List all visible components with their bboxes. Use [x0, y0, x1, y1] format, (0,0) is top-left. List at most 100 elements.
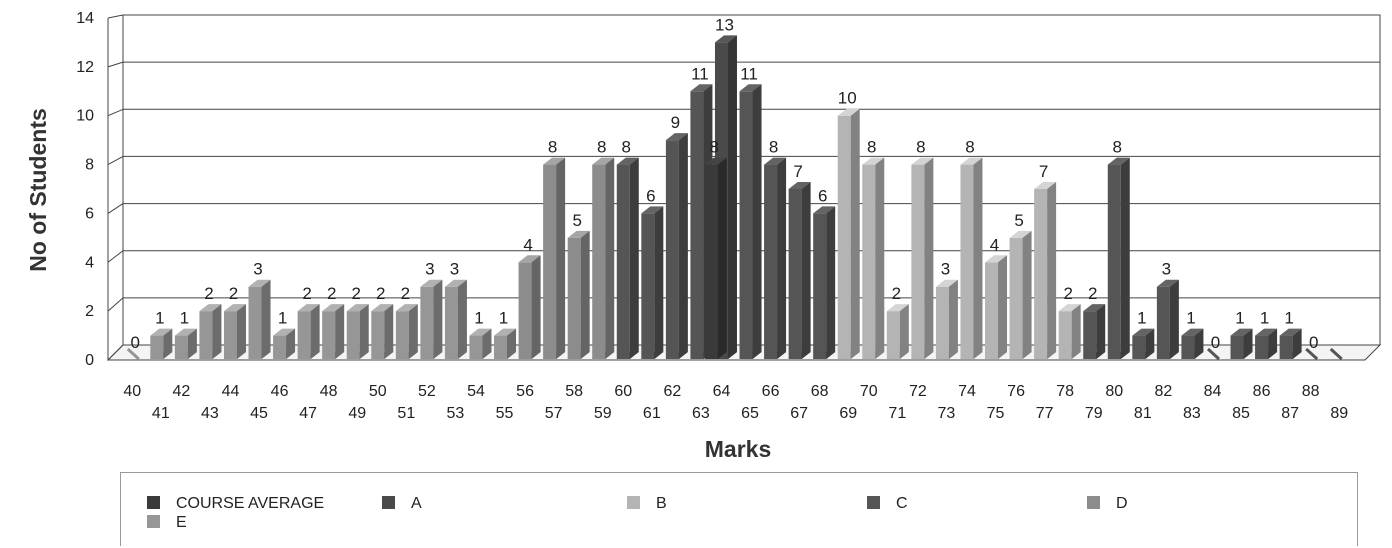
legend-swatch [147, 515, 160, 528]
gridline-diagonal [107, 61, 124, 68]
data-label: 8 [916, 138, 925, 157]
x-tick-label: 43 [201, 405, 219, 422]
bar-57-top [543, 157, 566, 165]
bar-42 [174, 335, 188, 359]
bar-85 [1230, 335, 1244, 359]
bar-42-side [187, 328, 197, 359]
bar-71-side [899, 304, 909, 359]
bar-53-side [457, 279, 467, 359]
x-tick-label: 61 [643, 405, 661, 422]
bar-84 [1206, 347, 1220, 361]
data-label: 7 [793, 162, 802, 181]
bar-54-top [469, 328, 492, 336]
legend-swatch [382, 496, 395, 509]
bar-74 [960, 164, 974, 359]
bar-53-top [444, 279, 467, 287]
x-tick-label: 83 [1183, 405, 1201, 422]
legend-item: C [867, 495, 908, 513]
bar-70 [862, 164, 876, 359]
bar-83 [1181, 335, 1195, 359]
bar-extra [704, 164, 718, 359]
bar-54 [469, 335, 483, 359]
bar-41-side [163, 328, 173, 359]
data-label: 4 [990, 235, 999, 254]
bar-89 [1329, 347, 1343, 361]
x-tick-label: 62 [663, 383, 681, 400]
bar-41-top [150, 328, 173, 336]
bar-64-top [714, 35, 737, 43]
legend-item: COURSE AVERAGE [147, 495, 324, 513]
bar-57-side [556, 157, 566, 359]
bar-44 [223, 311, 237, 359]
data-label: 2 [229, 284, 238, 303]
data-label: 11 [740, 64, 758, 83]
data-label: 3 [253, 260, 262, 279]
y-tick-label: 0 [85, 352, 94, 369]
gridline-diagonal [107, 344, 124, 361]
bar-75 [985, 262, 999, 359]
bar-55-side [507, 328, 517, 359]
bar-66-top [764, 157, 787, 165]
data-label: 1 [499, 309, 508, 328]
x-tick-label: 49 [348, 405, 366, 422]
bar-48-top [322, 304, 345, 312]
bar-78 [1058, 311, 1072, 359]
legend-swatch [147, 496, 160, 509]
data-label: 1 [1235, 309, 1244, 328]
legend-label: A [411, 495, 422, 512]
bar-49 [346, 311, 360, 359]
bar-57 [543, 164, 557, 359]
bar-62 [665, 140, 679, 359]
bar-70-side [875, 157, 885, 359]
data-label: 8 [965, 138, 974, 157]
bar-81-side [1145, 328, 1155, 359]
x-tick-label: 70 [860, 383, 878, 400]
bar-80-side [1120, 157, 1130, 359]
legend-item: E [147, 514, 187, 532]
data-label: 3 [1162, 260, 1171, 279]
data-label: 8 [548, 138, 557, 157]
bar-82-top [1156, 279, 1179, 287]
bar-81 [1132, 335, 1146, 359]
data-label: 2 [401, 284, 410, 303]
x-tick-label: 47 [299, 405, 317, 422]
data-label: 1 [1284, 309, 1293, 328]
bar-56 [518, 262, 532, 359]
x-tick-label: 45 [250, 405, 268, 422]
bar-59-side [605, 157, 615, 359]
bar-55-top [494, 328, 517, 336]
bar-80 [1107, 164, 1121, 359]
x-tick-label: 80 [1105, 383, 1123, 400]
data-label: 1 [155, 309, 164, 328]
bar-62-top [665, 133, 688, 141]
x-tick-label: 56 [516, 383, 534, 400]
bar-69-side [850, 108, 860, 359]
data-label: 11 [691, 64, 709, 83]
y-axis-title: No of Students [25, 108, 51, 272]
legend-label: C [896, 495, 908, 512]
bar-65-top [739, 84, 762, 92]
bar-55 [494, 335, 508, 359]
bar-41 [150, 335, 164, 359]
x-tick-label: 81 [1134, 405, 1152, 422]
bar-61 [641, 213, 655, 359]
x-tick-label: 75 [987, 405, 1005, 422]
data-label: 1 [180, 309, 189, 328]
x-tick-label: 73 [938, 405, 956, 422]
data-label: 8 [622, 138, 631, 157]
bar-71 [886, 311, 900, 359]
data-label: 3 [941, 260, 950, 279]
y-tick-label: 14 [76, 10, 94, 27]
data-label: 1 [1137, 309, 1146, 328]
x-tick-label: 40 [123, 383, 141, 400]
y-tick-label: 6 [85, 205, 94, 222]
data-label: 9 [671, 113, 680, 132]
data-label: 1 [278, 309, 287, 328]
x-tick-label: 54 [467, 383, 485, 400]
x-tick-label: 72 [909, 383, 927, 400]
bar-44-top [223, 304, 246, 312]
gridline-diagonal [107, 250, 124, 263]
bar-86 [1255, 335, 1269, 359]
bar-43 [199, 311, 213, 359]
